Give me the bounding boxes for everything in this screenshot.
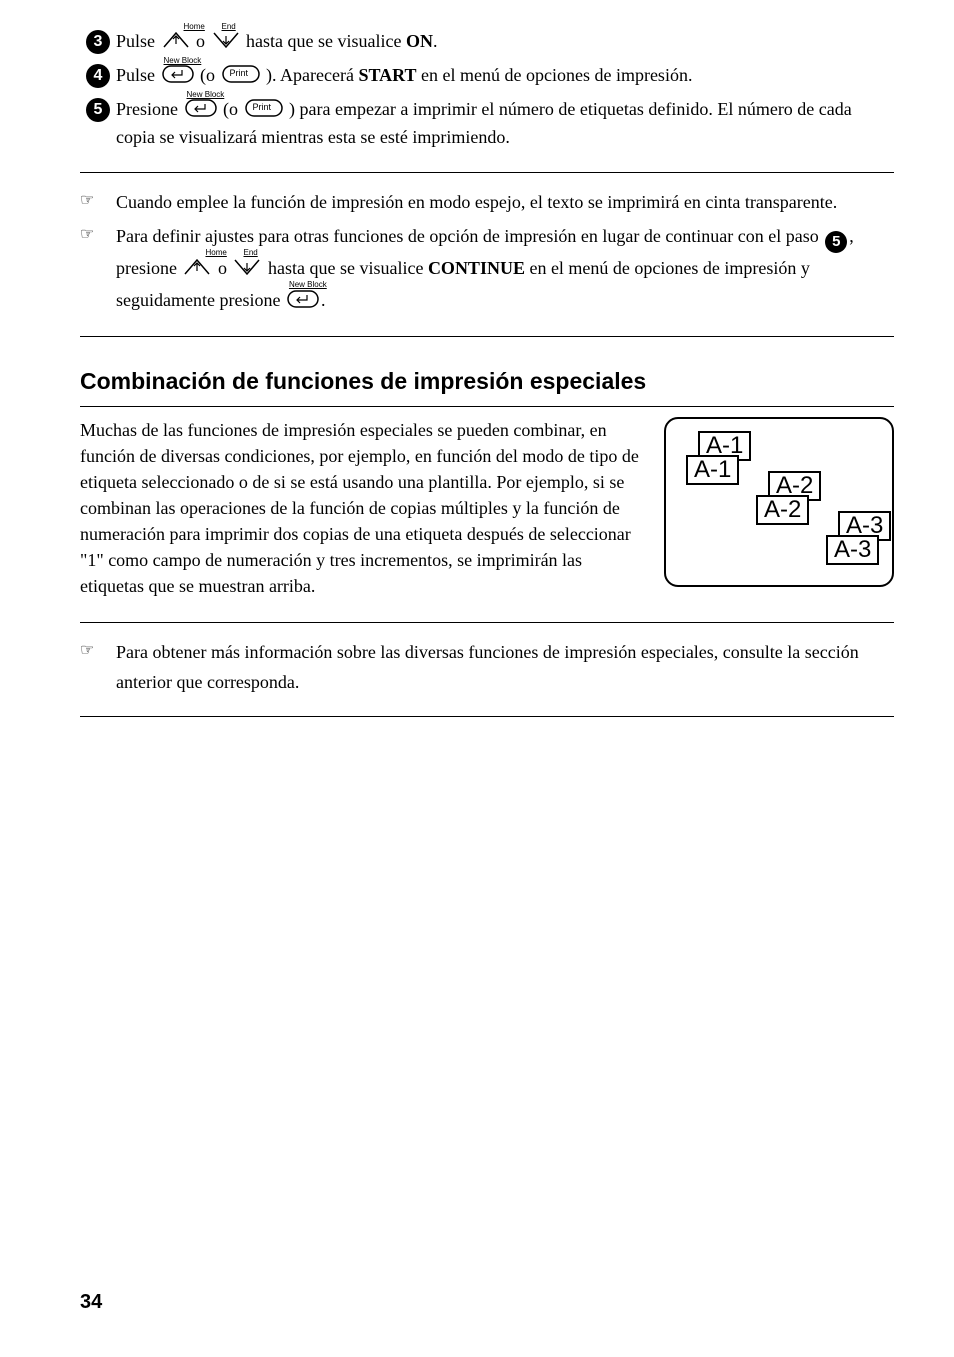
- key-label-newblock: New Block: [289, 278, 327, 292]
- key-label-print: Print: [230, 67, 249, 80]
- key-label-home: Home: [184, 21, 205, 33]
- end-down-key-icon: End: [212, 30, 240, 56]
- pointer-icon: ☞: [80, 221, 116, 246]
- key-label-newblock: New Block: [164, 55, 202, 67]
- notes-block-1: ☞ Cuando emplee la función de impresión …: [80, 172, 894, 337]
- print-key-icon: Print: [245, 98, 283, 124]
- key-label-end: End: [243, 246, 257, 260]
- text: (o: [223, 99, 243, 119]
- bold-continue: CONTINUE: [428, 258, 525, 278]
- print-key-icon: Print: [222, 64, 260, 90]
- end-down-key-icon: End: [233, 255, 261, 286]
- combo-section: Muchas de las funciones de impresión esp…: [80, 417, 894, 600]
- inline-step-ref-5: 5: [825, 231, 847, 253]
- note-3: ☞ Para obtener más información sobre las…: [80, 637, 894, 698]
- home-up-key-icon: Home: [162, 30, 190, 56]
- bold-on: ON: [406, 31, 433, 51]
- combo-paragraph: Muchas de las funciones de impresión esp…: [80, 417, 646, 600]
- text: ). Aparecerá: [266, 65, 358, 85]
- step-5: 5 Presione New Block (o Print ) para emp…: [80, 96, 894, 150]
- text: Presione: [116, 99, 183, 119]
- note-2-text: Para definir ajustes para otras funcione…: [116, 221, 894, 317]
- text: Pulse: [116, 31, 160, 51]
- step-3: 3 Pulse Home o End hasta que se visualic…: [80, 28, 894, 56]
- step-number-3: 3: [86, 30, 110, 54]
- key-label-end: End: [222, 21, 236, 33]
- text: o: [196, 31, 210, 51]
- section-rule: [80, 406, 894, 407]
- text: Para definir ajustes para otras funcione…: [116, 226, 823, 246]
- pointer-icon: ☞: [80, 637, 116, 662]
- label-stack-figure: A-1A-1A-2A-2A-3A-3: [664, 417, 894, 600]
- bold-start: START: [358, 65, 416, 85]
- text: .: [433, 31, 438, 51]
- key-label-home: Home: [205, 246, 226, 260]
- stack-label: A-2: [756, 495, 809, 525]
- text: .: [321, 290, 326, 310]
- note-3-text: Para obtener más información sobre las d…: [116, 637, 894, 698]
- step-4: 4 Pulse New Block (o Print ). Aparecerá …: [80, 62, 894, 90]
- text: en el menú de opciones de impresión.: [417, 65, 693, 85]
- key-label-newblock: New Block: [187, 89, 225, 101]
- newblock-enter-key-icon: New Block: [287, 287, 319, 318]
- page-number: 34: [80, 1288, 102, 1317]
- note-1: ☞ Cuando emplee la función de impresión …: [80, 187, 894, 218]
- step-3-text: Pulse Home o End hasta que se visualice …: [116, 28, 894, 56]
- step-number-5: 5: [86, 98, 110, 122]
- note-2: ☞ Para definir ajustes para otras funcio…: [80, 221, 894, 317]
- pointer-icon: ☞: [80, 187, 116, 212]
- note-1-text: Cuando emplee la función de impresión en…: [116, 187, 894, 218]
- step-number-container: 5: [80, 98, 116, 122]
- text: hasta que se visualice: [246, 31, 406, 51]
- home-up-key-icon: Home: [183, 255, 211, 286]
- key-label-print: Print: [253, 101, 272, 114]
- section-heading: Combinación de funciones de impresión es…: [80, 365, 894, 398]
- text: o: [218, 258, 232, 278]
- step-number-container: 3: [80, 30, 116, 54]
- text: Pulse: [116, 65, 160, 85]
- step-number-container: 4: [80, 64, 116, 88]
- text: (o: [200, 65, 220, 85]
- stack-label: A-3: [826, 535, 879, 565]
- step-number-4: 4: [86, 64, 110, 88]
- stack-label: A-1: [686, 455, 739, 485]
- notes-block-2: ☞ Para obtener más información sobre las…: [80, 622, 894, 717]
- newblock-enter-key-icon: New Block: [162, 64, 194, 90]
- step-4-text: Pulse New Block (o Print ). Aparecerá ST…: [116, 62, 894, 90]
- text: hasta que se visualice: [268, 258, 428, 278]
- step-5-text: Presione New Block (o Print ) para empez…: [116, 96, 894, 150]
- newblock-enter-key-icon: New Block: [185, 98, 217, 124]
